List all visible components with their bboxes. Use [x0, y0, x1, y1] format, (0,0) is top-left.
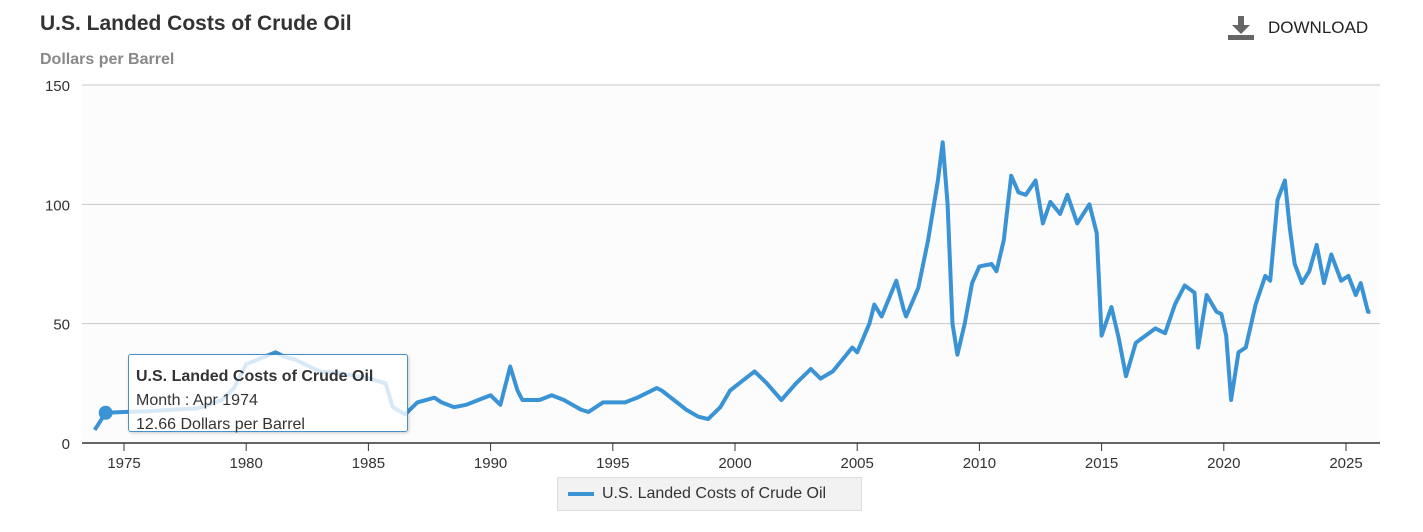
tooltip-value: 12.66 Dollars per Barrel [136, 416, 305, 433]
x-tick-label: 1985 [352, 455, 385, 472]
x-tick-label: 2020 [1207, 455, 1240, 472]
x-tick-label: 1975 [107, 455, 140, 472]
x-tick-label: 1990 [474, 455, 507, 472]
x-tick-label: 1995 [596, 455, 629, 472]
x-tick-label: 1980 [230, 455, 263, 472]
x-tick-label: 2015 [1085, 455, 1118, 472]
legend-swatch [568, 492, 594, 496]
chart-subtitle: Dollars per Barrel [40, 51, 175, 68]
series-line[interactable] [93, 140, 1371, 431]
x-tick-label: 2000 [718, 455, 751, 472]
x-tick-label: 2025 [1329, 455, 1362, 472]
tooltip-title: U.S. Landed Costs of Crude Oil [136, 368, 374, 385]
y-tick-label: 150 [45, 78, 70, 95]
highlight-point[interactable] [98, 405, 113, 420]
legend-item[interactable]: U.S. Landed Costs of Crude Oil [557, 477, 862, 511]
legend-label: U.S. Landed Costs of Crude Oil [602, 485, 827, 502]
download-button[interactable]: DOWNLOAD [1228, 16, 1368, 40]
download-label: DOWNLOAD [1268, 18, 1369, 37]
tooltip-month: Month : Apr 1974 [136, 392, 258, 409]
chart-title: U.S. Landed Costs of Crude Oil [40, 12, 352, 35]
tooltip: U.S. Landed Costs of Crude Oil Month : A… [128, 354, 408, 433]
y-tick-label: 0 [62, 436, 70, 453]
x-tick-label: 2005 [841, 455, 874, 472]
y-tick-label: 50 [53, 317, 70, 334]
x-tick-label: 2010 [963, 455, 996, 472]
download-icon [1228, 16, 1254, 40]
y-tick-label: 100 [45, 197, 70, 214]
